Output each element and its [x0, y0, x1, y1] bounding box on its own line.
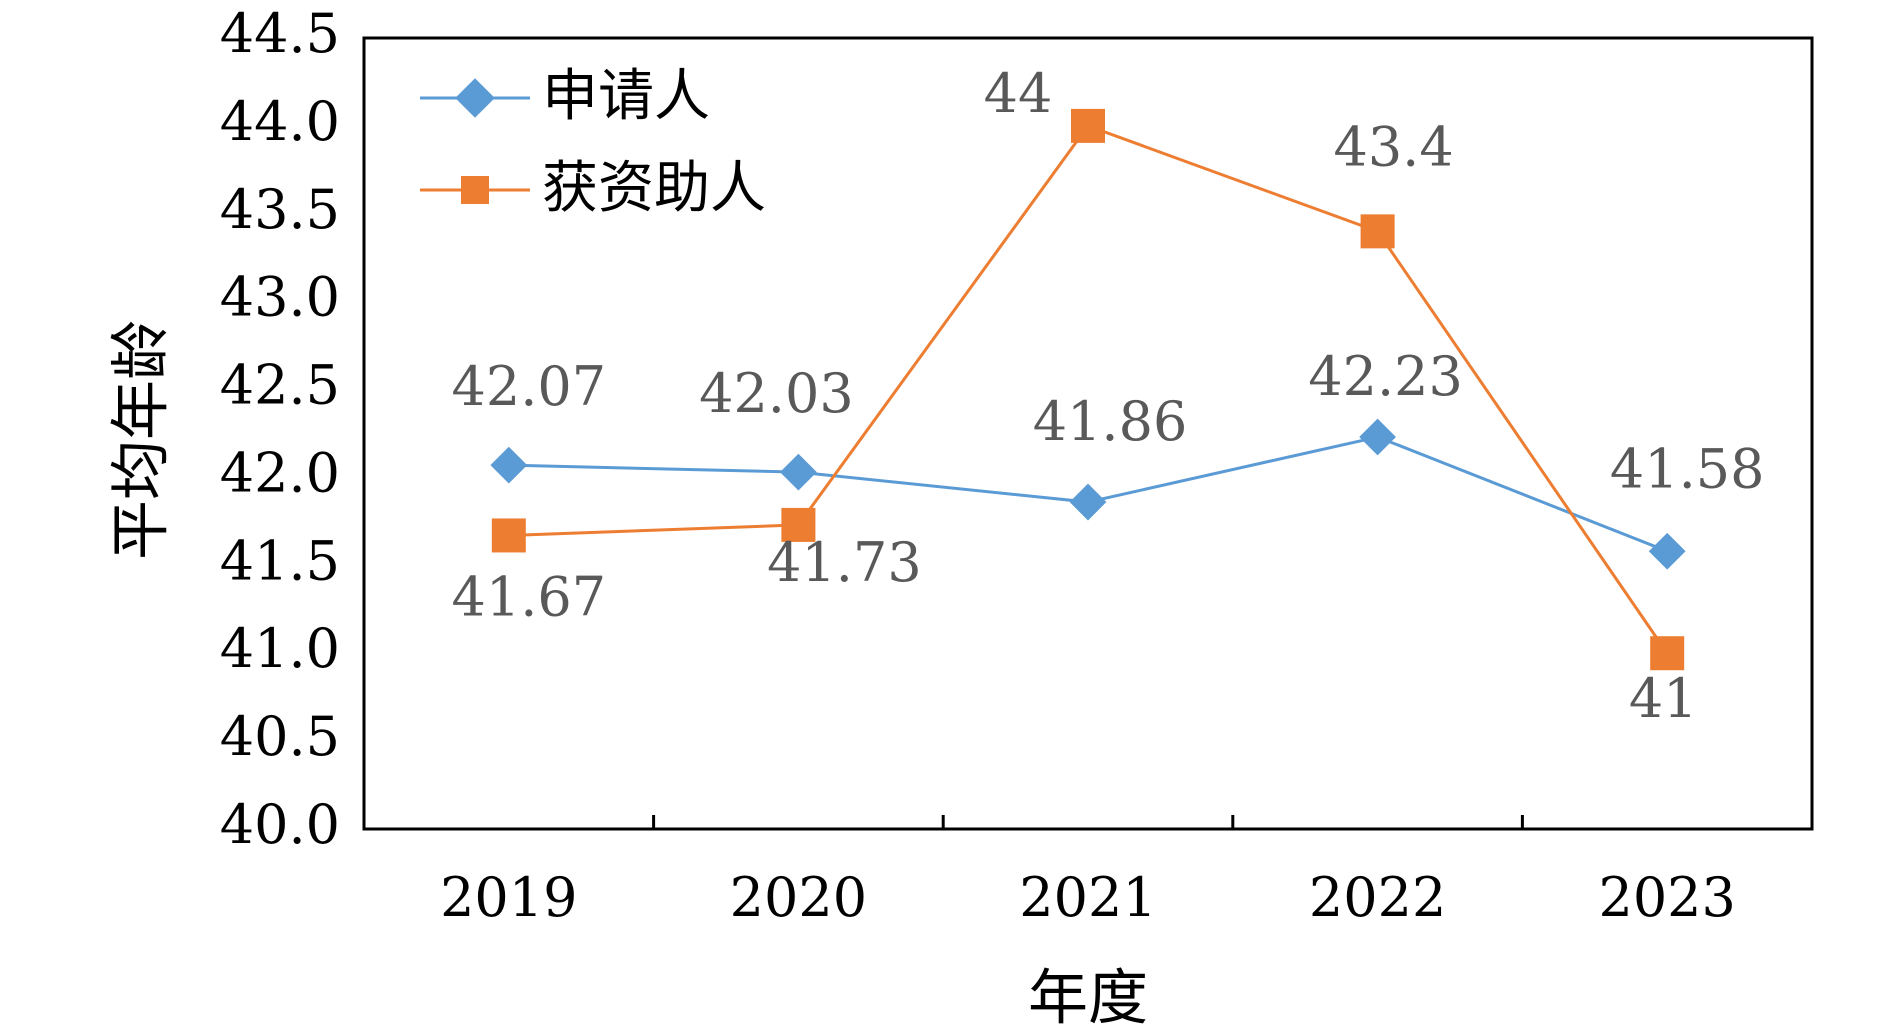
data-label: 44 — [984, 62, 1053, 125]
data-label: 42.23 — [1308, 345, 1463, 408]
y-axis-title: 平均年龄 — [107, 320, 177, 560]
y-tick-label: 41.0 — [220, 617, 340, 680]
data-point-diamond — [1648, 532, 1686, 570]
data-point-diamond — [780, 453, 817, 491]
data-label: 43.4 — [1333, 115, 1453, 178]
y-tick-label: 44.5 — [220, 2, 340, 65]
y-tick-label: 44.0 — [220, 90, 340, 153]
data-label: 42.07 — [452, 355, 607, 418]
data-point-diamond — [1359, 418, 1396, 456]
legend-label-funded: 获资助人 — [542, 156, 766, 221]
data-label: 41.67 — [452, 565, 607, 628]
legend: 申请人 获资助人 — [420, 64, 766, 221]
y-tick-label: 42.5 — [220, 354, 340, 417]
x-axis-title: 年度 — [1028, 964, 1148, 1034]
plot-frame — [362, 36, 1814, 831]
y-tick-label: 43.0 — [220, 266, 340, 329]
data-label: 41 — [1629, 667, 1698, 730]
data-point-diamond — [490, 446, 528, 484]
legend-marker-applicants — [455, 78, 495, 118]
data-label: 41.86 — [1033, 390, 1188, 453]
data-point-diamond — [1069, 483, 1107, 521]
legend-marker-funded — [461, 176, 489, 204]
y-tick-label: 42.0 — [220, 441, 340, 504]
data-label: 42.03 — [699, 362, 854, 425]
y-axis-tick-labels: 40.0 40.5 41.0 41.5 42.0 42.5 43.0 43.5 44.0 44.5 — [220, 2, 340, 856]
x-axis-ticks — [652, 815, 1524, 829]
series-markers — [490, 108, 1686, 671]
data-label: 41.73 — [767, 531, 922, 594]
x-tick-label: 2022 — [1309, 866, 1446, 929]
y-tick-label: 40.5 — [220, 705, 340, 768]
x-tick-label: 2023 — [1598, 866, 1735, 929]
data-point-square — [1360, 214, 1395, 249]
x-axis-tick-labels: 2019 2020 2021 2022 2023 — [440, 866, 1736, 929]
data-labels: 42.07 42.03 41.86 42.23 41.58 41.67 41.73 44 43.… — [452, 62, 1765, 730]
x-tick-label: 2020 — [730, 866, 867, 929]
y-tick-label: 43.5 — [220, 178, 340, 241]
data-point-square — [781, 507, 816, 542]
y-tick-label: 41.5 — [220, 529, 340, 592]
x-tick-label: 2019 — [440, 866, 577, 929]
data-point-square — [1650, 636, 1685, 671]
data-label: 41.58 — [1610, 437, 1765, 500]
x-tick-label: 2021 — [1019, 866, 1156, 929]
data-point-square — [1071, 108, 1105, 143]
data-point-square — [491, 518, 526, 553]
legend-label-applicants: 申请人 — [542, 64, 710, 129]
y-tick-label: 40.0 — [220, 793, 340, 856]
